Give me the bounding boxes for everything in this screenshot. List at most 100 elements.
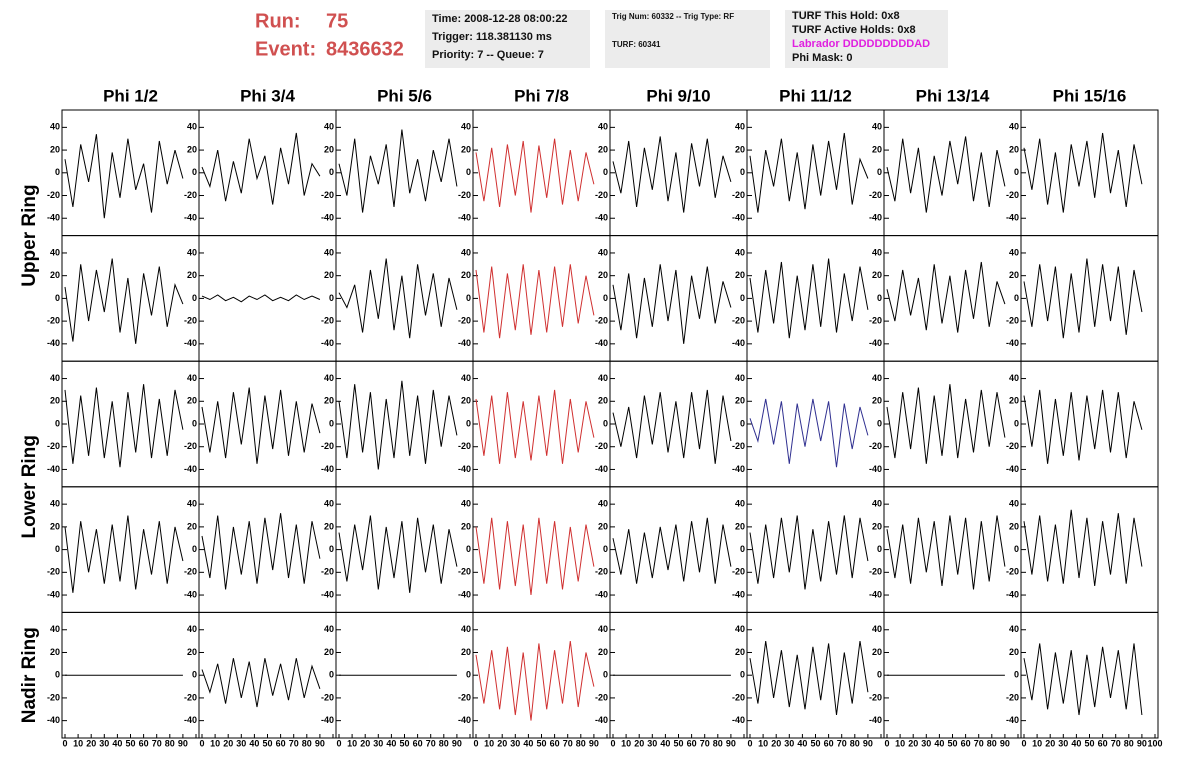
y-tick-label: -40 (321, 589, 334, 599)
panel-frame (746, 611, 885, 739)
panel-frame (198, 486, 337, 613)
y-tick-label: -20 (321, 567, 334, 577)
waveform (64, 134, 184, 219)
y-tick-label: -40 (458, 338, 471, 348)
trig-num: Trig Num: 60332 -- Trig Type: RF (612, 12, 734, 21)
panel-frame (883, 109, 1022, 237)
y-tick-label: 0 (877, 670, 882, 680)
x-tick-label: 70 (974, 738, 984, 748)
x-tick-label: 10 (484, 738, 494, 748)
y-tick-label: 40 (1009, 624, 1019, 634)
x-tick-label: 90 (1137, 738, 1147, 748)
y-tick-label: -40 (184, 213, 197, 223)
y-tick-label: 20 (735, 144, 745, 154)
ring-label: Upper Ring (19, 184, 40, 286)
y-tick-label: 20 (735, 270, 745, 280)
y-tick-label: 20 (872, 270, 882, 280)
y-tick-label: 20 (324, 144, 334, 154)
waveform (749, 398, 869, 468)
y-tick-label: -40 (458, 715, 471, 725)
priority: Priority: 7 -- Queue: 7 (432, 49, 544, 61)
waveform (1023, 643, 1143, 716)
y-tick-label: 40 (598, 247, 608, 257)
x-tick-label: 0 (610, 738, 615, 748)
x-tick-label: 90 (178, 738, 188, 748)
y-tick-label: -20 (321, 441, 334, 451)
y-tick-label: 20 (598, 270, 608, 280)
y-tick-label: 40 (735, 373, 745, 383)
waveform (64, 258, 184, 344)
y-tick-label: -20 (47, 567, 60, 577)
waveform (1023, 389, 1143, 464)
y-tick-label: 0 (466, 293, 471, 303)
y-tick-label: -20 (321, 692, 334, 702)
y-tick-label: 0 (192, 167, 197, 177)
event-label: Event: (255, 38, 316, 60)
x-tick-label: 80 (165, 738, 175, 748)
x-tick-label: 50 (1084, 738, 1094, 748)
y-tick-label: 20 (872, 144, 882, 154)
time-box (425, 10, 590, 68)
y-tick-label: 40 (735, 247, 745, 257)
y-tick-label: 40 (735, 499, 745, 509)
waveform (201, 294, 321, 303)
y-tick-label: 0 (192, 293, 197, 303)
event-number: 8436632 (326, 38, 404, 60)
column-label: Phi 3/4 (240, 86, 295, 105)
panel-frame (746, 360, 885, 488)
trigger: Trigger: 118.381130 ms (432, 31, 552, 43)
column-label: Phi 11/12 (779, 86, 852, 105)
y-tick-label: 40 (1009, 373, 1019, 383)
turf: TURF: 60341 (612, 40, 661, 49)
y-tick-label: 40 (461, 247, 471, 257)
waveform (749, 641, 869, 716)
y-tick-label: -20 (1006, 315, 1019, 325)
y-tick-label: 0 (466, 418, 471, 428)
y-tick-label: -40 (458, 464, 471, 474)
y-tick-label: -40 (321, 715, 334, 725)
panel-frame (61, 486, 200, 613)
x-tick-label: 0 (336, 738, 341, 748)
turf-active: TURF Active Holds: 0x8 (792, 24, 916, 36)
y-tick-label: 0 (877, 293, 882, 303)
y-tick-label: 0 (466, 544, 471, 554)
x-tick-label: 70 (152, 738, 162, 748)
y-tick-label: -20 (184, 441, 197, 451)
y-tick-label: -40 (869, 715, 882, 725)
y-tick-label: 20 (735, 647, 745, 657)
x-tick-label: 30 (373, 738, 383, 748)
y-tick-label: 20 (598, 647, 608, 657)
y-tick-label: 40 (598, 499, 608, 509)
phi-mask: Phi Mask: 0 (792, 52, 853, 64)
y-tick-label: -20 (869, 190, 882, 200)
x-tick-label: 0 (62, 738, 67, 748)
y-tick-label: -20 (47, 441, 60, 451)
x-tick-label: 50 (536, 738, 546, 748)
y-tick-label: 40 (598, 373, 608, 383)
run-info: Run: 75 Event: 8436632 (255, 10, 404, 60)
y-tick-label: 0 (603, 544, 608, 554)
x-tick-label: 60 (687, 738, 697, 748)
y-tick-label: 20 (324, 521, 334, 531)
x-tick-label: 90 (315, 738, 325, 748)
panel-frame (472, 235, 611, 362)
panel-frame (61, 360, 200, 488)
y-tick-label: -40 (869, 464, 882, 474)
panel-frame (61, 109, 200, 237)
x-tick-label: 40 (386, 738, 396, 748)
column-label: Phi 13/14 (916, 86, 990, 105)
y-tick-label: 20 (598, 521, 608, 531)
x-tick-label: 20 (1045, 738, 1055, 748)
panel-frame (883, 486, 1022, 613)
x-tick-label: 90 (726, 738, 736, 748)
waveform (201, 387, 321, 464)
y-tick-label: 20 (324, 270, 334, 280)
y-tick-label: -20 (458, 441, 471, 451)
panel-frame (335, 109, 474, 237)
x-tick-label: 20 (360, 738, 370, 748)
x-tick-label: 60 (824, 738, 834, 748)
x-tick-label: 0 (747, 738, 752, 748)
x-tick-label: 10 (621, 738, 631, 748)
